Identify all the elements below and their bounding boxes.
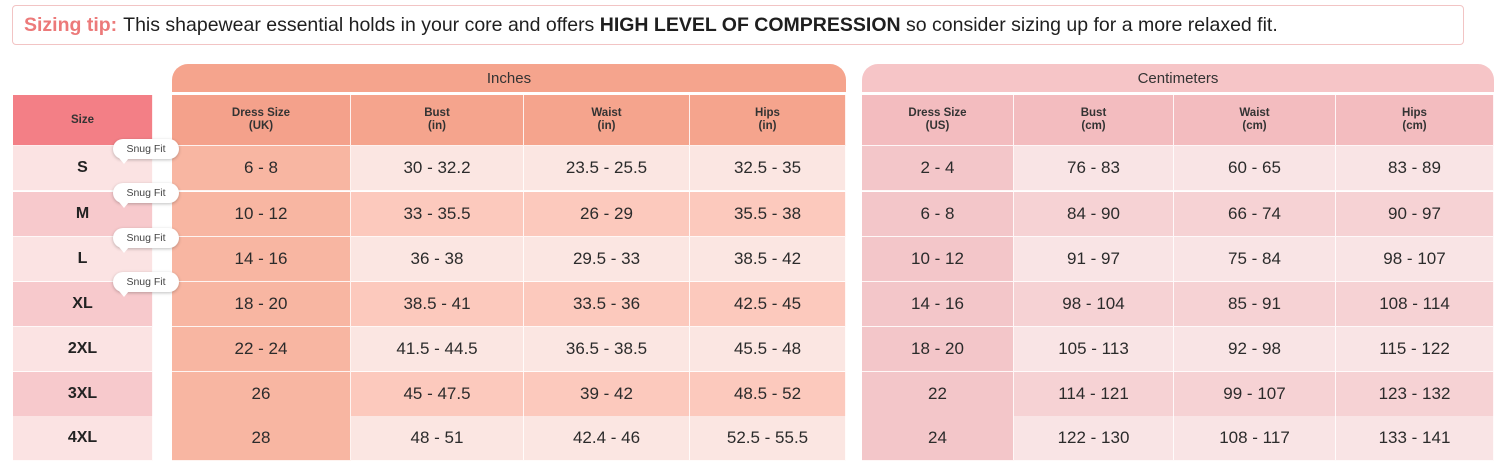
hips-in-header: Hips (in) xyxy=(690,95,846,146)
hips-cm-cell: 108 - 114 xyxy=(1336,282,1494,327)
waist-cm-cell: 75 - 84 xyxy=(1174,237,1336,282)
bust-cm-cell: 91 - 97 xyxy=(1014,237,1174,282)
dress-size-uk-cell: 26 xyxy=(172,372,351,417)
bust-in-header: Bust (in) xyxy=(351,95,524,146)
bust-in-cell: 38.5 - 41 xyxy=(351,282,524,327)
hips-cm-header-unit: (cm) xyxy=(1402,120,1427,132)
hips-cm-cell: 123 - 132 xyxy=(1336,372,1494,417)
waist-cm-header-title: Waist xyxy=(1239,107,1270,119)
bust-in-cell: 30 - 32.2 xyxy=(351,146,524,191)
waist-cm-header-unit: (cm) xyxy=(1242,120,1267,132)
waist-in-cell: 23.5 - 25.5 xyxy=(524,146,690,191)
waist-in-cell: 33.5 - 36 xyxy=(524,282,690,327)
waist-in-cell: 36.5 - 38.5 xyxy=(524,327,690,372)
bust-cm-cell: 114 - 121 xyxy=(1014,372,1174,417)
dress-size-us-header-unit: (US) xyxy=(925,120,950,132)
bust-in-header-unit: (in) xyxy=(428,120,446,132)
size-label-cell: 2XL xyxy=(13,327,153,372)
bust-cm-cell: 98 - 104 xyxy=(1014,282,1174,327)
dress-size-uk-cell: 6 - 8 xyxy=(172,146,351,191)
sizing-tip-text-after: so consider sizing up for a more relaxed… xyxy=(906,13,1278,36)
dress-size-uk-cell: 28 xyxy=(172,416,351,461)
hips-cm-cell: 115 - 122 xyxy=(1336,327,1494,372)
hips-in-cell: 42.5 - 45 xyxy=(690,282,846,327)
snug-fit-bubble: Snug Fit xyxy=(113,228,179,253)
dress-size-us-cell: 2 - 4 xyxy=(862,146,1014,191)
bust-cm-header-unit: (cm) xyxy=(1081,120,1106,132)
waist-in-header-unit: (in) xyxy=(597,120,616,132)
bust-cm-cell: 122 - 130 xyxy=(1014,416,1174,461)
waist-cm-cell: 85 - 91 xyxy=(1174,282,1336,327)
dress-size-us-cell: 22 xyxy=(862,372,1014,417)
size-label-cell: 4XL xyxy=(13,416,153,461)
waist-in-header: Waist (in) xyxy=(524,95,690,146)
bust-cm-cell: 105 - 113 xyxy=(1014,327,1174,372)
dress-size-uk-cell: 18 - 20 xyxy=(172,282,351,327)
size-header: Size xyxy=(13,95,153,146)
dress-size-uk-cell: 14 - 16 xyxy=(172,237,351,282)
waist-in-cell: 39 - 42 xyxy=(524,372,690,417)
hips-cm-cell: 98 - 107 xyxy=(1336,237,1494,282)
bust-in-cell: 45 - 47.5 xyxy=(351,372,524,417)
hips-in-cell: 48.5 - 52 xyxy=(690,372,846,417)
dress-size-us-cell: 6 - 8 xyxy=(862,192,1014,237)
hips-cm-header: Hips (cm) xyxy=(1336,95,1494,146)
waist-in-cell: 29.5 - 33 xyxy=(524,237,690,282)
hips-cm-cell: 90 - 97 xyxy=(1336,192,1494,237)
waist-cm-cell: 60 - 65 xyxy=(1174,146,1336,191)
snug-fit-bubble: Snug Fit xyxy=(113,272,179,297)
waist-in-cell: 42.4 - 46 xyxy=(524,416,690,461)
dress-size-uk-header: Dress Size (UK) xyxy=(172,95,351,146)
bust-cm-header-title: Bust xyxy=(1080,107,1107,119)
hips-in-header-unit: (in) xyxy=(758,120,777,132)
dress-size-uk-cell: 10 - 12 xyxy=(172,192,351,237)
dress-size-uk-header-title: Dress Size xyxy=(231,107,291,119)
waist-cm-header: Waist (cm) xyxy=(1174,95,1336,146)
size-label-cell: 3XL xyxy=(13,372,153,417)
dress-size-us-cell: 24 xyxy=(862,416,1014,461)
bust-in-cell: 36 - 38 xyxy=(351,237,524,282)
waist-cm-cell: 108 - 117 xyxy=(1174,416,1336,461)
sizing-tip-label: Sizing tip: xyxy=(24,13,118,36)
bust-in-cell: 33 - 35.5 xyxy=(351,192,524,237)
hips-cm-cell: 83 - 89 xyxy=(1336,146,1494,191)
sizing-tip-emphasis: HIGH LEVEL OF COMPRESSION xyxy=(599,13,901,36)
hips-in-header-title: Hips xyxy=(755,107,780,119)
hips-in-cell: 35.5 - 38 xyxy=(690,192,846,237)
waist-in-cell: 26 - 29 xyxy=(524,192,690,237)
waist-cm-cell: 92 - 98 xyxy=(1174,327,1336,372)
sizing-tip-text-before: This shapewear essential holds in your c… xyxy=(123,13,595,36)
bust-in-cell: 48 - 51 xyxy=(351,416,524,461)
bust-cm-cell: 76 - 83 xyxy=(1014,146,1174,191)
dress-size-us-cell: 14 - 16 xyxy=(862,282,1014,327)
dress-size-us-cell: 18 - 20 xyxy=(862,327,1014,372)
hips-in-cell: 32.5 - 35 xyxy=(690,146,846,191)
dress-size-us-header-title: Dress Size xyxy=(908,107,967,119)
snug-fit-bubble: Snug Fit xyxy=(113,183,179,208)
hips-cm-header-title: Hips xyxy=(1402,107,1427,119)
dress-size-uk-header-unit: (UK) xyxy=(248,120,274,132)
hips-in-cell: 38.5 - 42 xyxy=(690,237,846,282)
centimeters-group-header: Centimeters xyxy=(862,64,1494,92)
bust-in-header-title: Bust xyxy=(424,107,450,119)
bust-cm-cell: 84 - 90 xyxy=(1014,192,1174,237)
inches-group-header: Inches xyxy=(172,64,846,92)
dress-size-us-header: Dress Size (US) xyxy=(862,95,1014,146)
sizing-tip-banner: Sizing tip: This shapewear essential hol… xyxy=(12,5,1464,45)
bust-cm-header: Bust (cm) xyxy=(1014,95,1174,146)
hips-in-cell: 45.5 - 48 xyxy=(690,327,846,372)
waist-cm-cell: 66 - 74 xyxy=(1174,192,1336,237)
dress-size-us-cell: 10 - 12 xyxy=(862,237,1014,282)
snug-fit-bubble: Snug Fit xyxy=(113,139,179,164)
hips-cm-cell: 133 - 141 xyxy=(1336,416,1494,461)
waist-cm-cell: 99 - 107 xyxy=(1174,372,1336,417)
hips-in-cell: 52.5 - 55.5 xyxy=(690,416,846,461)
bust-in-cell: 41.5 - 44.5 xyxy=(351,327,524,372)
waist-in-header-title: Waist xyxy=(591,107,622,119)
dress-size-uk-cell: 22 - 24 xyxy=(172,327,351,372)
